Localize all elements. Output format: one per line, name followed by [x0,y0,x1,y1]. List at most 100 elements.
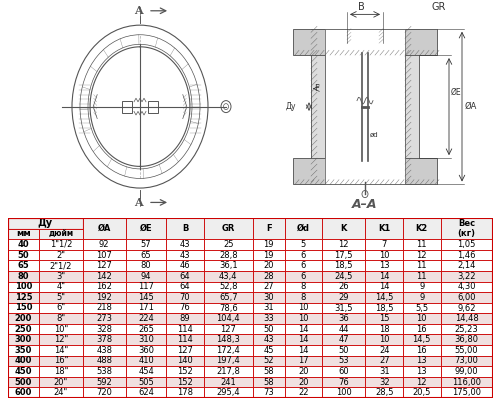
Bar [204,303,253,313]
Text: 65,7: 65,7 [219,293,238,302]
Bar [284,324,322,334]
Text: 18,5: 18,5 [334,261,353,270]
Text: 1,05: 1,05 [458,240,475,249]
Bar [166,356,204,366]
Text: 378: 378 [96,335,112,344]
Bar [284,239,322,250]
Text: ØE: ØE [140,224,152,233]
Bar [166,282,204,292]
Bar [166,292,204,303]
Bar [126,303,166,313]
Text: 27: 27 [264,282,274,291]
Bar [122,101,132,112]
Text: 10": 10" [54,325,68,334]
Bar [366,313,403,324]
Bar [166,366,204,377]
Bar [253,345,284,356]
Bar [204,356,253,366]
Bar [253,334,284,345]
Bar [40,260,82,271]
Bar [253,313,284,324]
Bar [40,356,82,366]
Bar [322,271,366,282]
Text: 12": 12" [54,335,68,344]
Text: 20: 20 [298,378,308,387]
Text: 114: 114 [177,325,193,334]
Bar [253,292,284,303]
Text: 14,48: 14,48 [454,314,478,323]
Bar [204,292,253,303]
Bar [166,388,204,398]
Bar [440,334,492,345]
Bar [253,356,284,366]
Bar [8,260,40,271]
Bar [253,377,284,388]
Text: GR: GR [222,224,235,233]
Bar [8,334,40,345]
Text: 104,4: 104,4 [216,314,240,323]
Bar [284,388,322,398]
Bar [8,324,40,334]
Bar [204,218,253,239]
Bar [204,345,253,356]
Bar [293,29,437,55]
Text: 25,23: 25,23 [454,325,478,334]
Text: 50: 50 [264,325,274,334]
Text: A–A: A–A [352,198,378,212]
Text: Вес
(кг): Вес (кг) [458,219,475,238]
Bar [403,388,440,398]
Bar [166,239,204,250]
Text: 31,5: 31,5 [334,304,353,312]
Text: 43: 43 [180,240,190,249]
Bar [126,356,166,366]
Text: 200: 200 [14,314,32,323]
Text: 43: 43 [180,250,190,260]
Text: K: K [340,224,347,233]
Bar [403,239,440,250]
Bar [40,324,82,334]
Text: 30: 30 [264,293,274,302]
Text: 624: 624 [138,388,154,397]
Text: 9: 9 [419,282,424,291]
Bar [82,239,126,250]
Bar [126,366,166,377]
Bar [284,292,322,303]
Bar [126,260,166,271]
Text: 488: 488 [96,356,112,366]
Bar [366,388,403,398]
Bar [166,303,204,313]
Text: 73,00: 73,00 [454,356,478,366]
Text: 78,6: 78,6 [219,304,238,312]
Bar [82,260,126,271]
Text: 150: 150 [14,304,32,312]
Text: 50: 50 [338,346,349,355]
Text: 14,5: 14,5 [412,335,431,344]
Bar [204,313,253,324]
Text: 28,5: 28,5 [375,388,394,397]
Text: 328: 328 [96,325,112,334]
Text: 17: 17 [298,356,308,366]
Text: 114: 114 [177,335,193,344]
Text: 76: 76 [180,304,190,312]
Text: 10: 10 [298,304,308,312]
Bar [322,356,366,366]
Text: 10: 10 [379,250,390,260]
Bar [148,101,158,112]
Bar [126,377,166,388]
Text: F: F [314,84,319,93]
Text: 50: 50 [18,250,29,260]
Bar [347,31,383,43]
Bar [126,292,166,303]
Text: 454: 454 [138,367,154,376]
Bar [8,366,40,377]
Bar [403,356,440,366]
Text: A: A [134,197,142,208]
Text: 2"1/2: 2"1/2 [50,261,72,270]
Text: 24,5: 24,5 [334,272,353,281]
Text: 29: 29 [338,293,349,302]
Bar [403,250,440,260]
Text: 99,00: 99,00 [454,367,478,376]
Text: 17,5: 17,5 [334,250,353,260]
Text: 175,00: 175,00 [452,388,481,397]
Bar [126,239,166,250]
